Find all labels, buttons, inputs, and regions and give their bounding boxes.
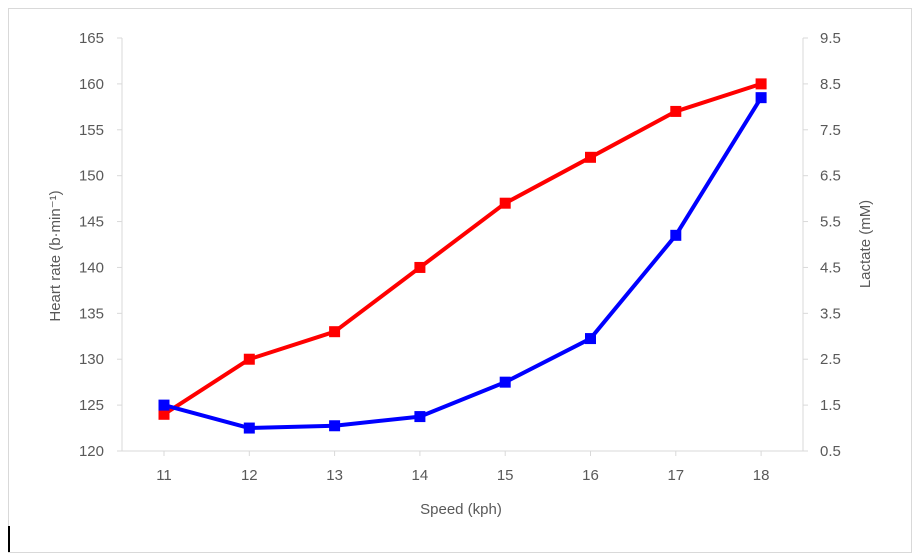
y-right-tick-label: 1.5 [820, 397, 841, 414]
series-1-point [158, 408, 170, 420]
series-1-point [329, 326, 341, 338]
y-right-tick-label: 2.5 [820, 351, 841, 368]
y-left-tick-label: 135 [79, 305, 104, 322]
y-left-tick-label: 165 [79, 30, 104, 47]
x-tick-label: 17 [667, 467, 684, 484]
series-2-point [499, 376, 511, 388]
x-tick-label: 18 [753, 467, 770, 484]
series-2-point [585, 333, 596, 345]
y-left-tick-label: 145 [79, 214, 104, 231]
y-right-tick-label: 4.5 [820, 259, 841, 276]
x-tick-label: 16 [582, 467, 599, 484]
y-left-tick-label: 120 [79, 443, 104, 460]
x-axis-title: Speed (kph) [420, 501, 502, 518]
y-left-tick-label: 155 [79, 122, 104, 139]
y-left-tick-label: 160 [79, 76, 104, 93]
y-right-tick-label: 8.5 [820, 76, 841, 93]
y-left-tick-label: 125 [79, 397, 104, 414]
x-tick-label: 11 [156, 467, 172, 484]
y-right-tick-label: 5.5 [820, 214, 841, 231]
series-1-line [162, 81, 762, 416]
series-1-point [414, 261, 426, 273]
y-right-tick-label: 0.5 [820, 443, 841, 460]
y-left-tick-label: 130 [79, 351, 104, 368]
series-2-point [414, 411, 426, 423]
series-1-point [499, 197, 511, 209]
x-tick-label: 13 [326, 467, 343, 484]
axes [117, 37, 808, 456]
y-right-tick-label: 7.5 [820, 122, 841, 139]
series-1-point [755, 78, 767, 90]
series-1-point [243, 353, 255, 365]
series-2-line [163, 96, 763, 431]
series-2-point [670, 229, 682, 241]
y-right-tick-label: 9.5 [820, 30, 841, 47]
x-tick-label: 14 [412, 467, 429, 484]
x-tick-label: 12 [241, 467, 258, 484]
x-tick-label: 15 [497, 467, 514, 484]
series-2-point [158, 399, 170, 411]
series-1-point [585, 151, 596, 163]
series-2-point [755, 92, 767, 104]
y-right-tick-label: 6.5 [820, 168, 841, 185]
series-2-point [329, 420, 341, 432]
series-markers [158, 78, 767, 434]
series-2-point [243, 422, 255, 434]
y-axis-title-left: Heart rate (b·min⁻¹) [47, 190, 64, 321]
series-1-point [670, 105, 682, 117]
y-left-tick-label: 140 [79, 259, 104, 276]
text-cursor [8, 526, 10, 552]
y-axis-title-right: Lactate (mM) [857, 200, 874, 288]
tick-labels: 120 125 130 135 140 145 150 155 160 165 0.5 1.5 2.5 3… [79, 30, 841, 484]
y-right-tick-label: 3.5 [820, 305, 841, 322]
series-lines [162, 81, 763, 431]
y-left-tick-label: 150 [79, 168, 104, 185]
